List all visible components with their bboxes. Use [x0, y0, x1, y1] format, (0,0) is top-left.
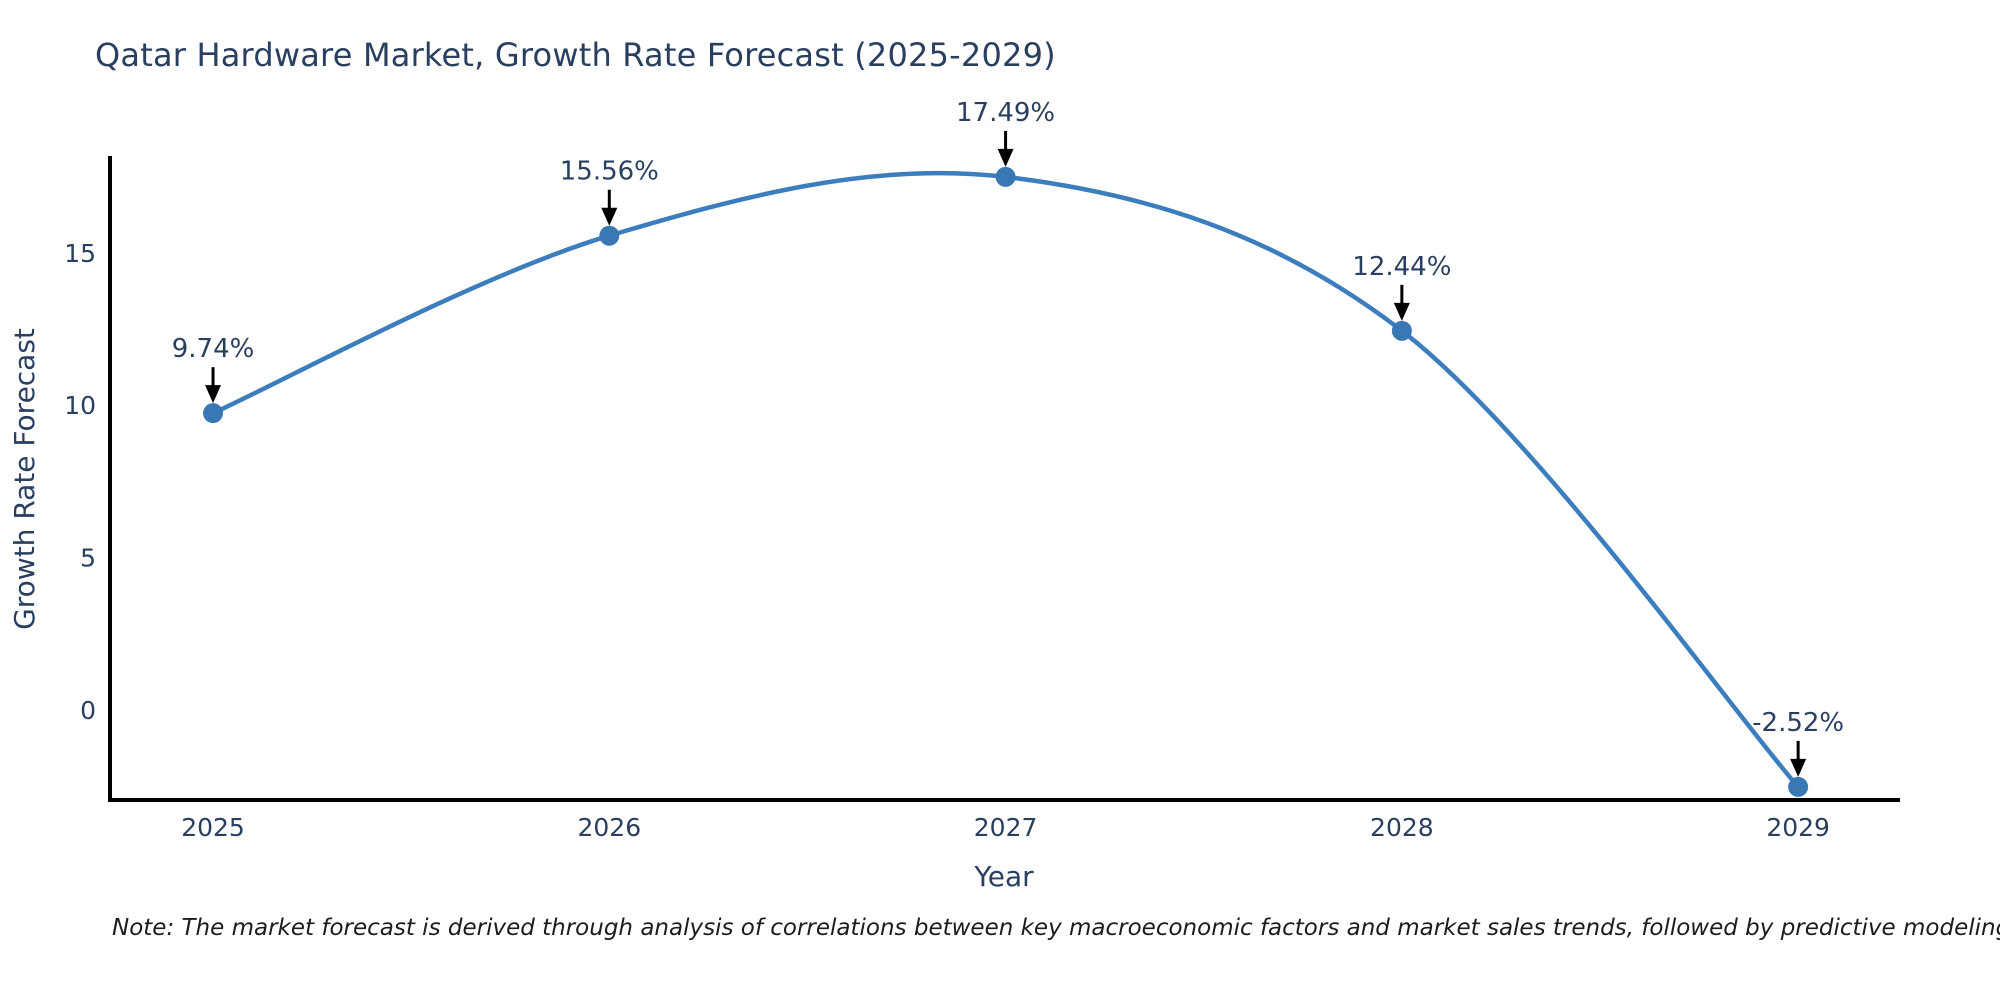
footnote: Note: The market forecast is derived thr…: [112, 915, 2000, 941]
annotation-arrowhead-2025: [205, 385, 222, 404]
chart-title: Qatar Hardware Market, Growth Rate Forec…: [95, 36, 1056, 74]
x-tick-label-2026: 2026: [577, 813, 641, 842]
data-label-2028: 12.44%: [1352, 252, 1451, 282]
data-label-2026: 15.56%: [560, 157, 659, 187]
data-point-2025[interactable]: [203, 403, 224, 424]
data-point-2029[interactable]: [1788, 776, 1809, 797]
annotation-arrowhead-2027: [997, 148, 1014, 167]
x-axis-title: Year: [973, 860, 1034, 893]
y-axis-title: Growth Rate Forecast: [8, 328, 41, 630]
x-tick-label-2025: 2025: [181, 813, 245, 842]
x-tick-label-2029: 2029: [1766, 813, 1830, 842]
annotation-arrowhead-2028: [1393, 302, 1410, 321]
y-tick-label-15: 15: [64, 239, 96, 268]
data-point-2027[interactable]: [995, 166, 1016, 187]
x-tick-label-2028: 2028: [1370, 813, 1434, 842]
data-point-2028[interactable]: [1391, 320, 1412, 341]
annotation-arrowhead-2026: [601, 207, 618, 226]
y-tick-label-5: 5: [80, 544, 96, 573]
data-point-2026[interactable]: [599, 225, 620, 246]
data-label-2025: 9.74%: [172, 334, 255, 364]
forecast-line: [210, 170, 1801, 790]
x-tick-label-2027: 2027: [974, 813, 1038, 842]
annotation-arrowhead-2029: [1790, 758, 1807, 777]
data-label-2027: 17.49%: [956, 98, 1055, 128]
y-tick-label-10: 10: [64, 391, 96, 420]
axis-lines: [108, 156, 1900, 802]
y-tick-label-0: 0: [80, 696, 96, 725]
data-label-2029: -2.52%: [1752, 708, 1844, 738]
